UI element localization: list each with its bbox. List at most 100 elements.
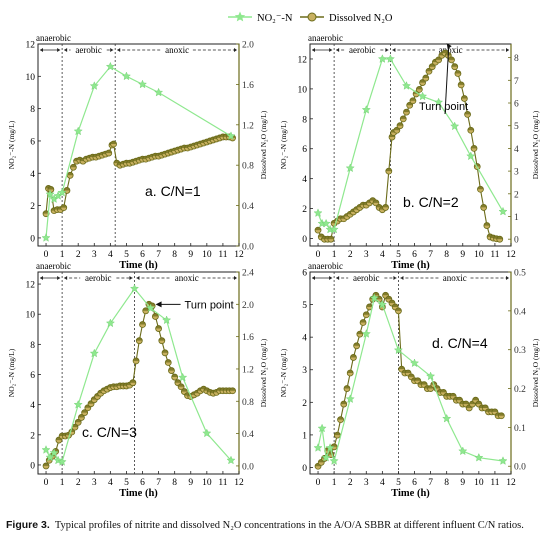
nitrite-point	[89, 348, 99, 358]
n2o-point	[467, 126, 475, 134]
n2o-marker-half	[110, 140, 117, 144]
n2o-marker-half	[343, 385, 350, 389]
nitrite-point	[73, 399, 83, 409]
x-axis-label: Time (h)	[391, 260, 430, 271]
x-tick-label: 8	[444, 478, 449, 488]
x-axis-label: Time (h)	[119, 260, 158, 271]
n2o-marker-half	[400, 115, 407, 119]
y-right-tick-label: 2.0	[242, 41, 254, 51]
n2o-point	[171, 373, 179, 381]
y-right-axis-label: Dissolved N₂O (mg/L)	[259, 110, 268, 179]
n2o-point	[161, 349, 169, 357]
n2o-marker-half	[456, 397, 463, 401]
nitrite-point	[369, 293, 379, 302]
y-right-tick-label: 0.3	[514, 346, 526, 356]
n2o-marker-half	[136, 337, 143, 341]
n2o-point	[350, 354, 357, 361]
x-tick-label: 9	[460, 478, 465, 488]
nitrite-point	[466, 151, 476, 161]
y-left-tick-label: 5	[302, 301, 307, 311]
x-tick-label: 7	[156, 478, 161, 488]
n2o-point	[177, 383, 185, 391]
arrowhead-icon	[385, 48, 389, 52]
n2o-marker-half	[440, 389, 447, 393]
x-tick-label: 1	[332, 478, 337, 488]
y-right-tick-label: 0.4	[242, 202, 254, 212]
n2o-marker-half	[142, 307, 149, 311]
nitrite-point	[321, 218, 331, 228]
x-tick-label: 10	[202, 250, 212, 260]
y-right-tick-label: 0.5	[514, 269, 526, 279]
n2o-point	[314, 226, 322, 234]
n2o-point	[151, 313, 159, 320]
n2o-marker-half	[360, 319, 367, 323]
n2o-marker-half	[382, 292, 389, 296]
x-tick-label: 12	[506, 478, 516, 488]
arrowhead-icon	[57, 276, 61, 280]
y-left-tick-label: 10	[26, 311, 36, 321]
n2o-marker-half	[158, 337, 165, 341]
n2o-point	[422, 74, 430, 82]
nitrite-point	[377, 299, 387, 309]
nitrite-point	[410, 358, 419, 368]
n2o-point	[356, 330, 364, 338]
x-tick-label: 7	[156, 250, 161, 260]
n2o-point	[129, 379, 137, 387]
y-left-axis-label: NO₂⁻-N (mg/L)	[279, 348, 288, 397]
n2o-marker-half	[405, 370, 412, 373]
nitrite-point	[329, 456, 339, 465]
n2o-marker-half	[347, 370, 354, 373]
nitrite-point	[162, 315, 172, 325]
n2o-marker-half	[422, 75, 429, 79]
nitrite-point	[442, 413, 452, 423]
nitrite-point	[474, 452, 484, 462]
n2o-point	[460, 95, 468, 102]
y-right-tick-label: 0.0	[242, 462, 254, 472]
n2o-point	[409, 97, 417, 105]
n2o-marker-half	[139, 321, 146, 325]
n2o-point	[483, 222, 491, 229]
n2o-marker-half	[171, 374, 178, 378]
n2o-point	[448, 56, 455, 64]
caption-label: Figure 3.	[6, 519, 50, 531]
n2o-point	[333, 431, 341, 439]
x-tick-label: 11	[490, 478, 499, 488]
y-right-tick-label: 0.0	[242, 243, 254, 253]
nitrite-point	[105, 61, 115, 71]
n2o-marker-half	[340, 401, 347, 405]
arrowhead-icon	[129, 276, 133, 280]
n2o-marker-half	[181, 388, 188, 392]
arrowhead-icon	[136, 276, 140, 280]
x-tick-label: 1	[60, 250, 65, 260]
n2o-marker-half	[454, 70, 461, 74]
n2o-marker-half	[461, 95, 468, 99]
n2o-point	[142, 307, 150, 315]
panel-label: d. C/N=4	[432, 335, 488, 351]
n2o-point	[158, 337, 166, 345]
n2o-marker-half	[67, 172, 74, 176]
n2o-marker-half	[442, 50, 449, 54]
y-left-axis-label: NO₂⁻-N (mg/L)	[7, 120, 16, 169]
nitrite-series-line	[317, 297, 504, 464]
x-tick-label: 2	[76, 250, 81, 260]
n2o-point	[337, 416, 344, 424]
y-right-tick-label: 0.8	[242, 398, 254, 408]
nitrite-point	[402, 81, 411, 90]
y-right-tick-label: 0.8	[242, 162, 254, 172]
n2o-marker-half	[416, 86, 423, 90]
n2o-marker-half	[165, 359, 172, 363]
n2o-marker-half	[467, 127, 474, 131]
n2o-point	[362, 311, 370, 319]
n2o-marker-half	[105, 150, 112, 154]
y-right-tick-label: 6	[514, 100, 519, 110]
x-tick-label: 0	[44, 478, 49, 488]
y-left-tick-label: 0	[30, 461, 35, 471]
y-right-tick-label: 7	[514, 77, 519, 87]
arrowhead-icon	[392, 48, 396, 52]
n2o-point	[139, 321, 146, 328]
arrowhead-icon	[506, 48, 509, 52]
nitrite-point	[146, 303, 156, 313]
y-left-tick-label: 2	[30, 202, 35, 212]
